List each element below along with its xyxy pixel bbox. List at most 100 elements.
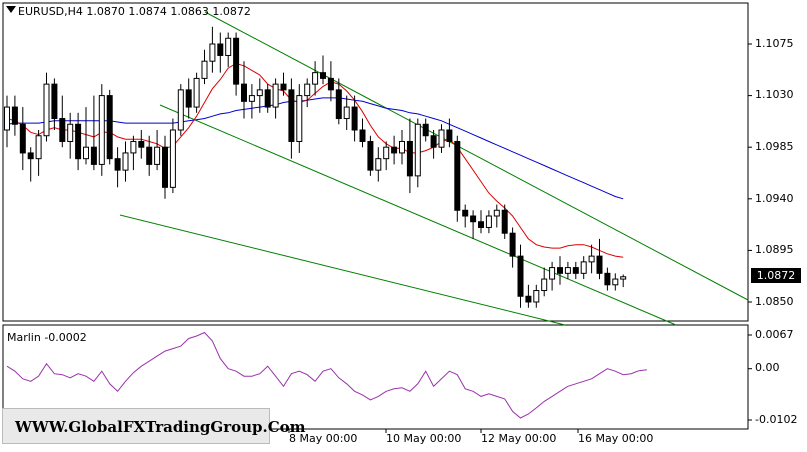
candle-body: [43, 83, 50, 137]
candle-body: [493, 209, 500, 217]
candle-body: [312, 72, 319, 85]
candle-body: [114, 158, 121, 171]
candle: [19, 107, 26, 171]
channel-line: [159, 104, 677, 326]
candle: [98, 84, 105, 176]
time-label: 16 May 00:00: [578, 432, 654, 445]
candle: [422, 118, 429, 142]
candle: [327, 61, 334, 102]
candle: [612, 273, 619, 291]
candle: [525, 284, 532, 308]
time-label: 10 May 00:00: [386, 432, 462, 445]
candle-body: [375, 158, 382, 171]
candle-body: [501, 209, 508, 234]
candle: [351, 95, 358, 142]
candle: [296, 84, 303, 153]
candle: [209, 26, 216, 73]
price-label: 1.0850: [755, 295, 794, 308]
candle-body: [367, 140, 374, 171]
candle-body: [580, 261, 587, 274]
candle-body: [320, 72, 326, 79]
candle: [596, 238, 603, 280]
candle: [517, 244, 524, 308]
candle: [375, 147, 382, 182]
candle: [280, 72, 287, 96]
candle: [43, 72, 50, 142]
candle-body: [106, 95, 113, 160]
candle: [138, 130, 145, 159]
candle-body: [248, 95, 255, 102]
candlestick-series: [4, 26, 627, 308]
candle-body: [517, 255, 524, 297]
candle: [620, 274, 627, 288]
candle: [572, 261, 579, 280]
candle-body: [541, 278, 548, 292]
candle: [83, 107, 89, 165]
time-axis-ticks: [288, 429, 579, 433]
candle-body: [596, 255, 603, 274]
candle: [438, 124, 445, 153]
candle-body: [185, 89, 192, 108]
candle: [470, 210, 477, 239]
candle-body: [327, 77, 334, 91]
candle: [312, 61, 319, 96]
candle: [509, 227, 516, 268]
candle-body: [343, 106, 350, 120]
candle: [11, 95, 18, 136]
candle: [493, 204, 500, 228]
candle-body: [399, 140, 405, 154]
candle: [264, 84, 271, 113]
candle: [501, 204, 508, 239]
candle-body: [549, 267, 556, 280]
candle-body: [138, 140, 145, 148]
indicator-label: Marlin -0.0002: [7, 331, 87, 344]
candle: [272, 78, 279, 119]
candle-body: [296, 95, 303, 142]
candle: [549, 261, 556, 291]
marlin-line: [6, 331, 647, 419]
candle: [225, 32, 232, 67]
candle-body: [241, 83, 247, 102]
candle-body: [209, 43, 216, 62]
candle: [154, 130, 161, 171]
candle-body: [256, 89, 263, 97]
chart-menu-arrow-icon[interactable]: [6, 6, 16, 13]
candle: [335, 78, 342, 125]
price-channel: [119, 11, 749, 326]
candle-body: [604, 272, 611, 286]
candle: [67, 112, 74, 159]
candle-body: [620, 276, 627, 280]
candle-body: [90, 146, 97, 165]
candle-body: [122, 152, 129, 171]
price-label: 1.0985: [755, 140, 794, 153]
symbol-header: EURUSD,H4 1.0870 1.0874 1.0863 1.0872: [18, 5, 251, 18]
price-axis-ticks: [748, 43, 752, 303]
candle: [201, 49, 208, 85]
time-label: 8 May 00:00: [289, 432, 358, 445]
candle: [343, 95, 350, 130]
price-label: 1.1030: [755, 88, 794, 101]
candle: [90, 95, 97, 171]
candle: [75, 112, 82, 171]
candle-body: [288, 89, 295, 142]
candle: [557, 256, 563, 285]
candle-body: [572, 267, 579, 274]
candle-body: [233, 37, 240, 85]
candle: [406, 118, 413, 194]
candle: [462, 204, 469, 228]
candle-body: [588, 255, 595, 263]
candle-body: [351, 106, 358, 131]
candle: [51, 78, 58, 130]
candle-body: [146, 146, 153, 165]
candle-body: [509, 232, 516, 257]
candle-body: [525, 295, 532, 303]
candle-body: [217, 43, 224, 56]
candle-body: [27, 152, 34, 160]
candle: [114, 147, 121, 188]
candle: [383, 141, 390, 171]
candle-body: [359, 129, 366, 142]
candle-body: [67, 123, 74, 142]
candle-body: [75, 123, 82, 160]
